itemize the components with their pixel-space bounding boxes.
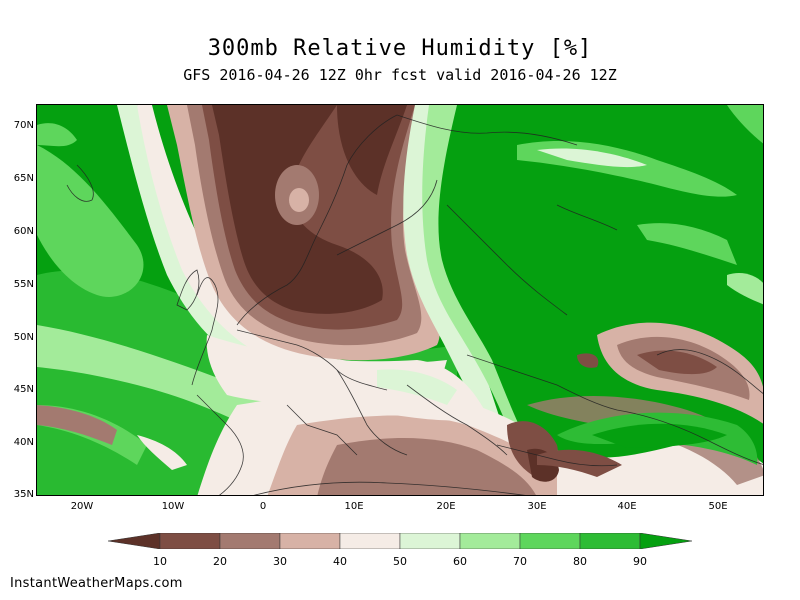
colorbar-label: 40: [333, 555, 347, 568]
colorbar-cell: [279, 533, 341, 549]
lon-label-10e: 10E: [344, 501, 364, 512]
colorbar: [108, 533, 692, 549]
colorbar-label: 20: [213, 555, 227, 568]
colorbar-label: 30: [273, 555, 287, 568]
lat-label-55n: 55N: [13, 279, 34, 290]
colorbar-label: 70: [513, 555, 527, 568]
colorbar-cell: [399, 533, 461, 549]
colorbar-cell: [339, 533, 401, 549]
colorbar-cell: [579, 533, 641, 549]
lat-label-40n: 40N: [13, 437, 34, 448]
lon-label-20e: 20E: [436, 501, 456, 512]
humidity-map: [36, 104, 764, 496]
lat-label-50n: 50N: [13, 332, 34, 343]
chart-title: 300mb Relative Humidity [%]: [207, 36, 593, 61]
colorbar-arrow-low: [108, 533, 161, 549]
colorbar-label: 80: [573, 555, 587, 568]
lat-label-60n: 60N: [13, 226, 34, 237]
colorbar-cell: [159, 533, 221, 549]
lon-label-50e: 50E: [708, 501, 728, 512]
lat-label-35n: 35N: [13, 489, 34, 500]
colorbar-cell: [459, 533, 521, 549]
lon-label-20w: 20W: [70, 501, 94, 512]
lon-label-40e: 40E: [617, 501, 637, 512]
chart-subtitle: GFS 2016-04-26 12Z 0hr fcst valid 2016-0…: [183, 66, 617, 84]
lon-label-10w: 10W: [161, 501, 185, 512]
lat-label-70n: 70N: [13, 120, 34, 131]
humidity-field: [37, 105, 763, 495]
colorbar-label: 90: [633, 555, 647, 568]
lat-label-65n: 65N: [13, 173, 34, 184]
colorbar-cell: [219, 533, 281, 549]
colorbar-label: 60: [453, 555, 467, 568]
colorbar-arrow-high: [639, 533, 692, 549]
colorbar-label: 10: [153, 555, 167, 568]
lon-label-0: 0: [259, 501, 267, 512]
colorbar-cell: [519, 533, 581, 549]
colorbar-label: 50: [393, 555, 407, 568]
site-credit: InstantWeatherMaps.com: [10, 576, 183, 591]
lat-label-45n: 45N: [13, 384, 34, 395]
lon-label-30e: 30E: [527, 501, 547, 512]
